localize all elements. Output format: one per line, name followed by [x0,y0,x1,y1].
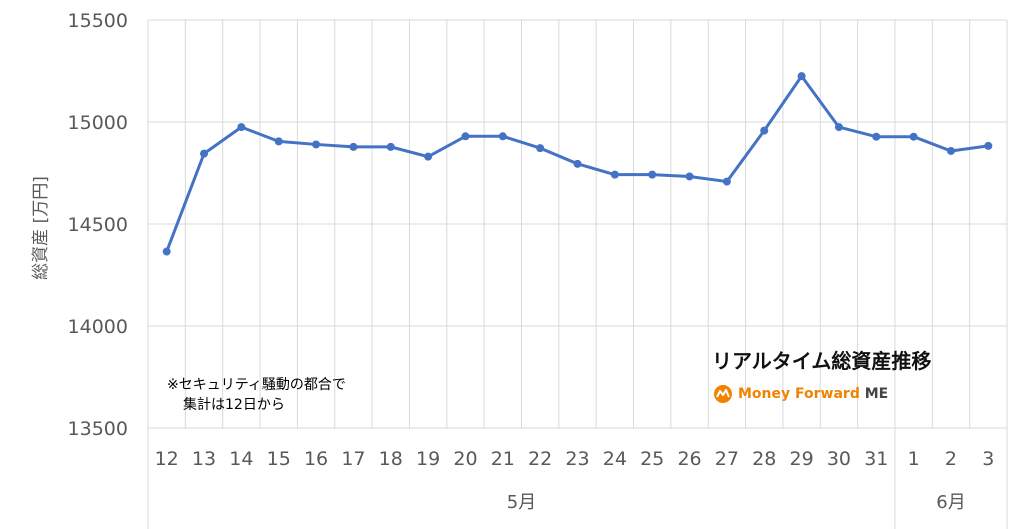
brand-main: Money Forward [738,386,860,402]
x-tick-label: 22 [528,448,552,470]
data-point [909,132,918,141]
x-tick-label: 18 [379,448,403,470]
data-point [946,146,955,155]
x-tick-label: 30 [827,448,851,470]
x-tick-label: 2 [945,448,957,470]
data-point [200,149,209,158]
month-label: 5月 [507,492,536,513]
x-tick-label: 14 [229,448,253,470]
data-point [760,126,769,135]
x-tick-label: 13 [192,448,216,470]
data-point [536,144,545,153]
note-line-1: ※セキュリティ騒動の都合で [167,377,346,393]
x-tick-labels: 12 13 14 15 16 17 18 19 20 21 22 23 24 25 26 27 28 29 30 31… [155,448,995,470]
brand-logo: Money Forward ME [713,384,888,404]
x-tick-label: 29 [789,448,813,470]
data-point [872,132,881,141]
data-point [610,170,619,179]
data-point [834,123,843,132]
axes [147,428,1008,529]
data-point [648,170,657,179]
x-tick-label: 12 [155,448,179,470]
data-point [685,172,694,181]
x-tick-label: 21 [491,448,515,470]
data-point [461,132,470,141]
x-tick-label: 26 [677,448,701,470]
data-point [312,140,321,149]
data-point [573,159,582,168]
x-tick-label: 3 [982,448,994,470]
y-tick-label: 13500 [68,418,128,440]
x-tick-label: 1 [908,448,920,470]
data-point [498,132,507,141]
series-total-assets [162,72,993,256]
grid-lines [147,19,1008,429]
brand-name: Money Forward ME [738,386,888,402]
x-tick-label: 15 [267,448,291,470]
y-tick-label: 15000 [68,112,128,134]
x-tick-label: 23 [565,448,589,470]
data-point [349,142,358,151]
data-point [424,152,433,161]
x-tick-label: 16 [304,448,328,470]
data-point [162,247,171,256]
month-labels: 5月 6月 [507,492,966,513]
x-tick-label: 20 [453,448,477,470]
data-point [722,177,731,186]
data-note: ※セキュリティ騒動の都合で 集計は12日から [167,375,346,415]
x-tick-label: 19 [416,448,440,470]
x-tick-label: 27 [715,448,739,470]
data-point [984,141,993,150]
x-tick-label: 28 [752,448,776,470]
month-label: 6月 [936,492,965,513]
y-tick-labels: 15500 15000 14500 14000 13500 [68,10,128,440]
x-tick-label: 25 [640,448,664,470]
y-tick-label: 15500 [68,10,128,32]
money-forward-icon [714,385,732,403]
badge-title: リアルタイム総資産推移 [712,349,932,373]
data-point [386,142,395,151]
y-tick-label: 14000 [68,316,128,338]
data-point [797,72,806,81]
note-line-2: 集計は12日から [183,397,285,413]
y-tick-label: 14500 [68,214,128,236]
x-tick-label: 31 [864,448,888,470]
x-tick-label: 24 [603,448,627,470]
brand-suffix: ME [864,386,889,402]
x-tick-label: 17 [341,448,365,470]
data-point [237,123,246,132]
y-axis-label: 総資産 [万円] [31,176,51,280]
data-point [274,137,283,146]
